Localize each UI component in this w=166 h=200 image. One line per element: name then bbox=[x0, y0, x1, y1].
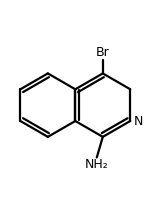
Text: N: N bbox=[134, 115, 143, 128]
Text: NH₂: NH₂ bbox=[85, 158, 109, 171]
Text: Br: Br bbox=[96, 46, 110, 59]
